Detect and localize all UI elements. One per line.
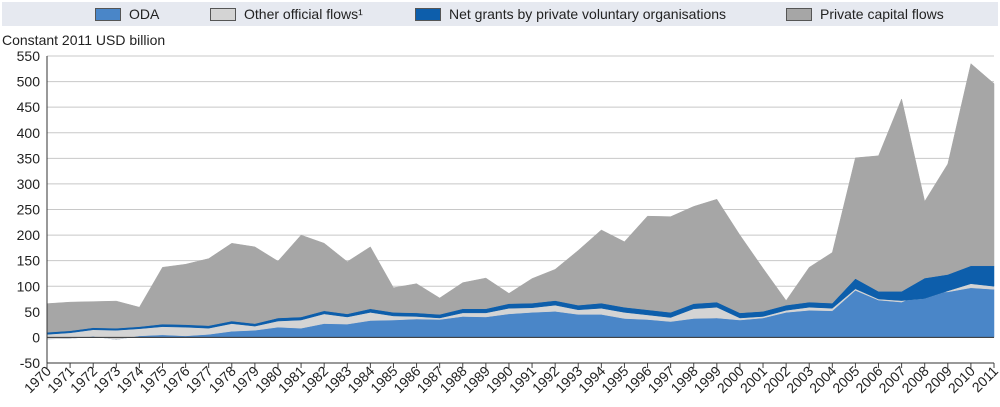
- y-tick-label: 350: [17, 150, 41, 166]
- y-tick-label: 200: [17, 227, 41, 243]
- legend-label-net-grants: Net grants by private voluntary organisa…: [449, 6, 727, 22]
- y-tick-label: -50: [20, 355, 40, 371]
- legend-swatch-oda: [95, 7, 121, 21]
- x-tick-label: 2011: [969, 363, 1000, 396]
- legend-swatch-other-official-flows: [210, 7, 236, 21]
- legend-item-private-capital-flows: Private capital flows: [786, 2, 944, 26]
- legend-label-oda: ODA: [129, 6, 160, 22]
- y-tick-label: 100: [17, 278, 41, 294]
- y-tick-label: 400: [17, 125, 41, 141]
- legend-swatch-private-capital-flows: [786, 7, 812, 21]
- legend-swatch-net-grants: [415, 7, 441, 21]
- legend-item-oda: ODA: [95, 2, 159, 26]
- y-tick-label: 250: [17, 202, 41, 218]
- y-axis-label: Constant 2011 USD billion: [2, 32, 166, 48]
- y-tick-label: 450: [17, 99, 41, 115]
- y-tick-label: 550: [17, 48, 41, 64]
- legend-item-net-grants: Net grants by private voluntary organisa…: [415, 2, 726, 26]
- legend-item-other-official-flows: Other official flows¹: [210, 2, 363, 26]
- y-tick-label: 50: [24, 304, 40, 320]
- y-tick-label: 500: [17, 74, 41, 90]
- y-tick-label: 150: [17, 253, 41, 269]
- area-private-capital-flows: [46, 63, 995, 333]
- y-tick-label: 0: [32, 329, 40, 345]
- legend-label-other-official-flows: Other official flows¹: [244, 6, 363, 22]
- legend-label-private-capital-flows: Private capital flows: [820, 6, 944, 22]
- y-tick-label: 300: [17, 176, 41, 192]
- legend: ODA Other official flows¹ Net grants by …: [2, 2, 998, 26]
